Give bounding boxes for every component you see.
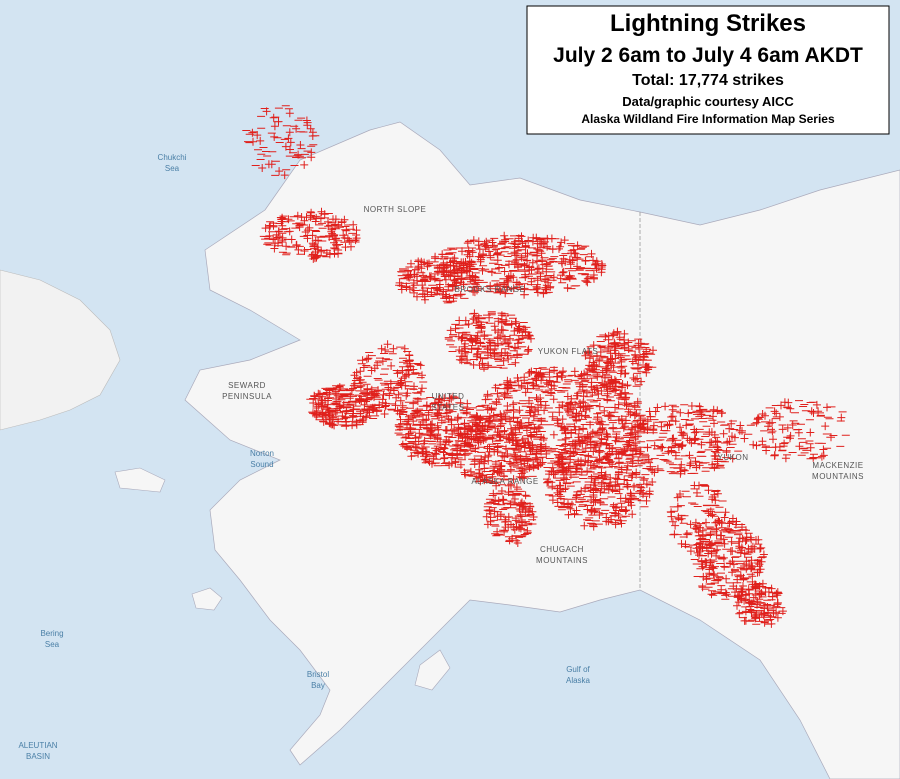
map-label: Bering bbox=[40, 629, 63, 638]
map-label: YUKON FLATS bbox=[538, 347, 598, 356]
strike-cluster bbox=[543, 428, 657, 531]
strike-cluster bbox=[395, 252, 482, 304]
legend-credit: Data/graphic courtesy AICC bbox=[622, 94, 794, 109]
legend-period: July 2 6am to July 4 6am AKDT bbox=[553, 44, 863, 67]
strike-cluster bbox=[482, 481, 538, 547]
strike-cluster bbox=[350, 340, 428, 418]
strike-cluster bbox=[433, 231, 607, 299]
strike-cluster bbox=[690, 514, 768, 604]
map-label: Sound bbox=[250, 460, 273, 469]
map-label: MACKENZIE bbox=[812, 461, 863, 470]
map-label: CHUGACH bbox=[540, 545, 584, 554]
map-labels: Chukchi Sea NORTH SLOPE BROOKS RANGE YUKON F… bbox=[18, 153, 864, 761]
map-label: NORTH SLOPE bbox=[364, 205, 427, 214]
strike-cluster bbox=[242, 105, 320, 180]
map-label: Sea bbox=[165, 164, 180, 173]
map-label: YUKON bbox=[718, 453, 749, 462]
strike-cluster bbox=[612, 402, 749, 478]
map-label: Norton bbox=[250, 449, 274, 458]
strike-cluster bbox=[666, 481, 731, 560]
legend-series: Alaska Wildland Fire Information Map Ser… bbox=[581, 112, 835, 126]
map-label: ALASKA RANGE bbox=[471, 477, 538, 486]
map-label: Bay bbox=[311, 681, 325, 690]
strike-cluster bbox=[744, 398, 850, 463]
map-label: Gulf of bbox=[566, 665, 590, 674]
map-label: MOUNTAINS bbox=[536, 556, 588, 565]
map-label: Chukchi bbox=[158, 153, 187, 162]
legend: Lightning Strikes July 2 6am to July 4 6… bbox=[526, 5, 890, 135]
map-label: PENINSULA bbox=[222, 392, 272, 401]
chukotka bbox=[0, 269, 121, 431]
map-label: ALEUTIAN bbox=[18, 741, 57, 750]
map-label: Alaska bbox=[566, 676, 591, 685]
map-label: MOUNTAINS bbox=[812, 472, 864, 481]
st-lawrence-island bbox=[114, 467, 166, 493]
strike-cluster bbox=[444, 309, 535, 372]
map-label: BROOKS RANGE bbox=[455, 285, 526, 294]
legend-title: Lightning Strikes bbox=[610, 10, 806, 37]
lightning-strikes bbox=[242, 105, 850, 628]
map-label: BASIN bbox=[26, 752, 50, 761]
strike-cluster bbox=[449, 413, 552, 490]
kodiak-island bbox=[414, 649, 451, 691]
map-label: STATES bbox=[432, 403, 465, 412]
legend-total: Total: 17,774 strikes bbox=[632, 72, 784, 89]
map-label: UNITED bbox=[432, 392, 465, 401]
nunivak-island bbox=[191, 587, 223, 611]
strike-cluster bbox=[581, 327, 657, 392]
strike-cluster bbox=[733, 579, 787, 628]
map-label: SEWARD bbox=[228, 381, 266, 390]
legend-box bbox=[526, 5, 890, 135]
map-label: Sea bbox=[45, 640, 60, 649]
map-label: Bristol bbox=[307, 670, 329, 679]
strike-cluster bbox=[259, 207, 361, 263]
